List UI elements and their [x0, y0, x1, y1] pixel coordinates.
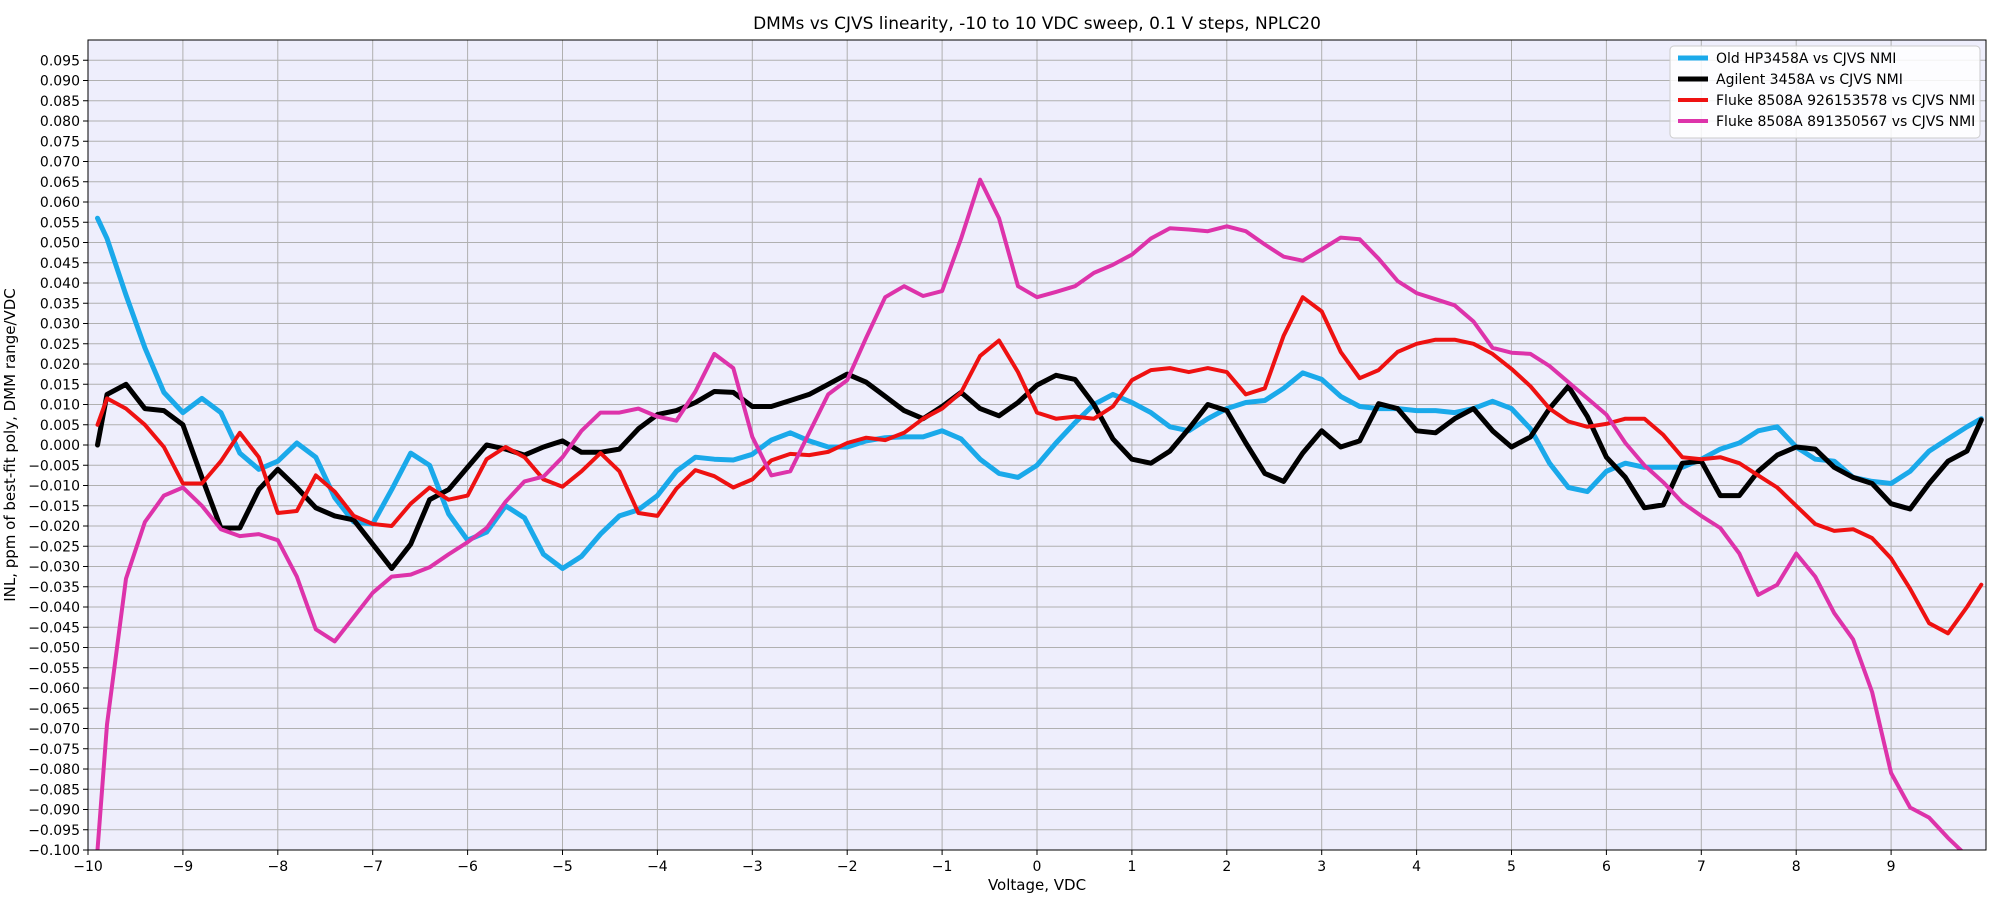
chart-title: DMMs vs CJVS linearity, -10 to 10 VDC sw…: [753, 14, 1321, 34]
y-tick-label: −0.035: [28, 580, 80, 596]
y-tick-label: 0.095: [40, 53, 80, 69]
y-tick-label: −0.100: [28, 843, 80, 859]
series-lines: [95, 177, 1984, 850]
x-tick-label: −5: [552, 859, 573, 875]
y-tick-label: 0.020: [40, 357, 80, 373]
legend-box: [1669, 45, 1981, 139]
x-tick-label: 4: [1412, 859, 1421, 875]
x-tick-label: −10: [73, 859, 103, 875]
y-tick-label: −0.075: [28, 742, 80, 758]
x-tick-label: 1: [1127, 859, 1136, 875]
x-tick-label: 5: [1507, 859, 1516, 875]
series-line-4: [95, 177, 1964, 850]
y-tick-label: −0.090: [28, 803, 80, 819]
series-line-3: [95, 295, 1984, 636]
x-tick-label: −1: [932, 859, 953, 875]
y-tick-label: 0.030: [40, 317, 80, 333]
y-tick-label: 0.005: [40, 418, 80, 434]
grid-lines: [87, 40, 1986, 851]
legend-label-2: Agilent 3458A vs CJVS NMI: [1716, 72, 1903, 88]
x-axis: −10 −9 −8 −7 −6 −5 −4 −3 −2 −1 0 1 2 3 4 5 6 7 8 9: [73, 850, 1896, 875]
y-tick-label: 0.075: [40, 134, 80, 150]
x-tick-label: 7: [1697, 859, 1706, 875]
y-tick-label: 0.055: [40, 215, 80, 231]
y-tick-label: −0.030: [28, 560, 80, 576]
x-axis-label: Voltage, VDC: [988, 876, 1086, 894]
y-axis-label: INL, ppm of best-fit poly, DMM range/VDC: [1, 288, 19, 602]
y-tick-label: −0.085: [28, 782, 80, 798]
y-tick-label: 0.065: [40, 175, 80, 191]
x-tick-label: 3: [1317, 859, 1326, 875]
y-tick-label: 0.035: [40, 296, 80, 312]
y-tick-label: 0.000: [40, 438, 80, 454]
x-tick-label: 6: [1602, 859, 1611, 875]
y-tick-label: 0.090: [40, 74, 80, 90]
y-tick-label: 0.085: [40, 94, 80, 110]
y-tick-label: −0.050: [28, 641, 80, 657]
legend-label-3: Fluke 8508A 926153578 vs CJVS NMI: [1716, 93, 1975, 109]
y-tick-label: 0.010: [40, 398, 80, 414]
y-tick-label: 0.050: [40, 236, 80, 252]
y-tick-label: 0.025: [40, 337, 80, 353]
legend-label-4: Fluke 8508A 891350567 vs CJVS NMI: [1716, 114, 1975, 130]
legend: Old HP3458A vs CJVS NMI Agilent 3458A vs …: [1669, 45, 1981, 139]
x-tick-label: 0: [1033, 859, 1042, 875]
x-tick-label: −7: [362, 859, 383, 875]
y-tick-label: −0.070: [28, 722, 80, 738]
y-tick-label: 0.015: [40, 377, 80, 393]
y-tick-label: −0.025: [28, 539, 80, 555]
y-tick-label: 0.070: [40, 155, 80, 171]
y-tick-label: −0.055: [28, 661, 80, 677]
y-tick-label: 0.045: [40, 256, 80, 272]
legend-label-1: Old HP3458A vs CJVS NMI: [1716, 51, 1896, 67]
x-tick-label: −3: [742, 859, 763, 875]
x-tick-label: −6: [457, 859, 478, 875]
y-tick-label: −0.065: [28, 701, 80, 717]
x-tick-label: −9: [173, 859, 194, 875]
x-tick-label: −4: [647, 859, 668, 875]
y-tick-label: 0.060: [40, 195, 80, 211]
y-tick-label: −0.060: [28, 681, 80, 697]
x-tick-label: −8: [267, 859, 288, 875]
y-tick-label: −0.020: [28, 519, 80, 535]
y-axis: 0.095 0.090 0.085 0.080 0.075 0.070 0.065 0.060…: [28, 53, 88, 859]
x-tick-label: 8: [1792, 859, 1801, 875]
y-tick-label: −0.045: [28, 620, 80, 636]
x-tick-label: 2: [1222, 859, 1231, 875]
y-tick-label: −0.010: [28, 479, 80, 495]
y-tick-label: −0.015: [28, 499, 80, 515]
x-tick-label: 9: [1887, 859, 1896, 875]
y-tick-label: −0.005: [28, 458, 80, 474]
y-tick-label: −0.080: [28, 762, 80, 778]
y-tick-label: −0.095: [28, 823, 80, 839]
y-tick-label: 0.080: [40, 114, 80, 130]
series-line-1: [95, 215, 1984, 571]
y-tick-label: 0.040: [40, 276, 80, 292]
y-tick-label: −0.040: [28, 600, 80, 616]
x-tick-label: −2: [837, 859, 858, 875]
